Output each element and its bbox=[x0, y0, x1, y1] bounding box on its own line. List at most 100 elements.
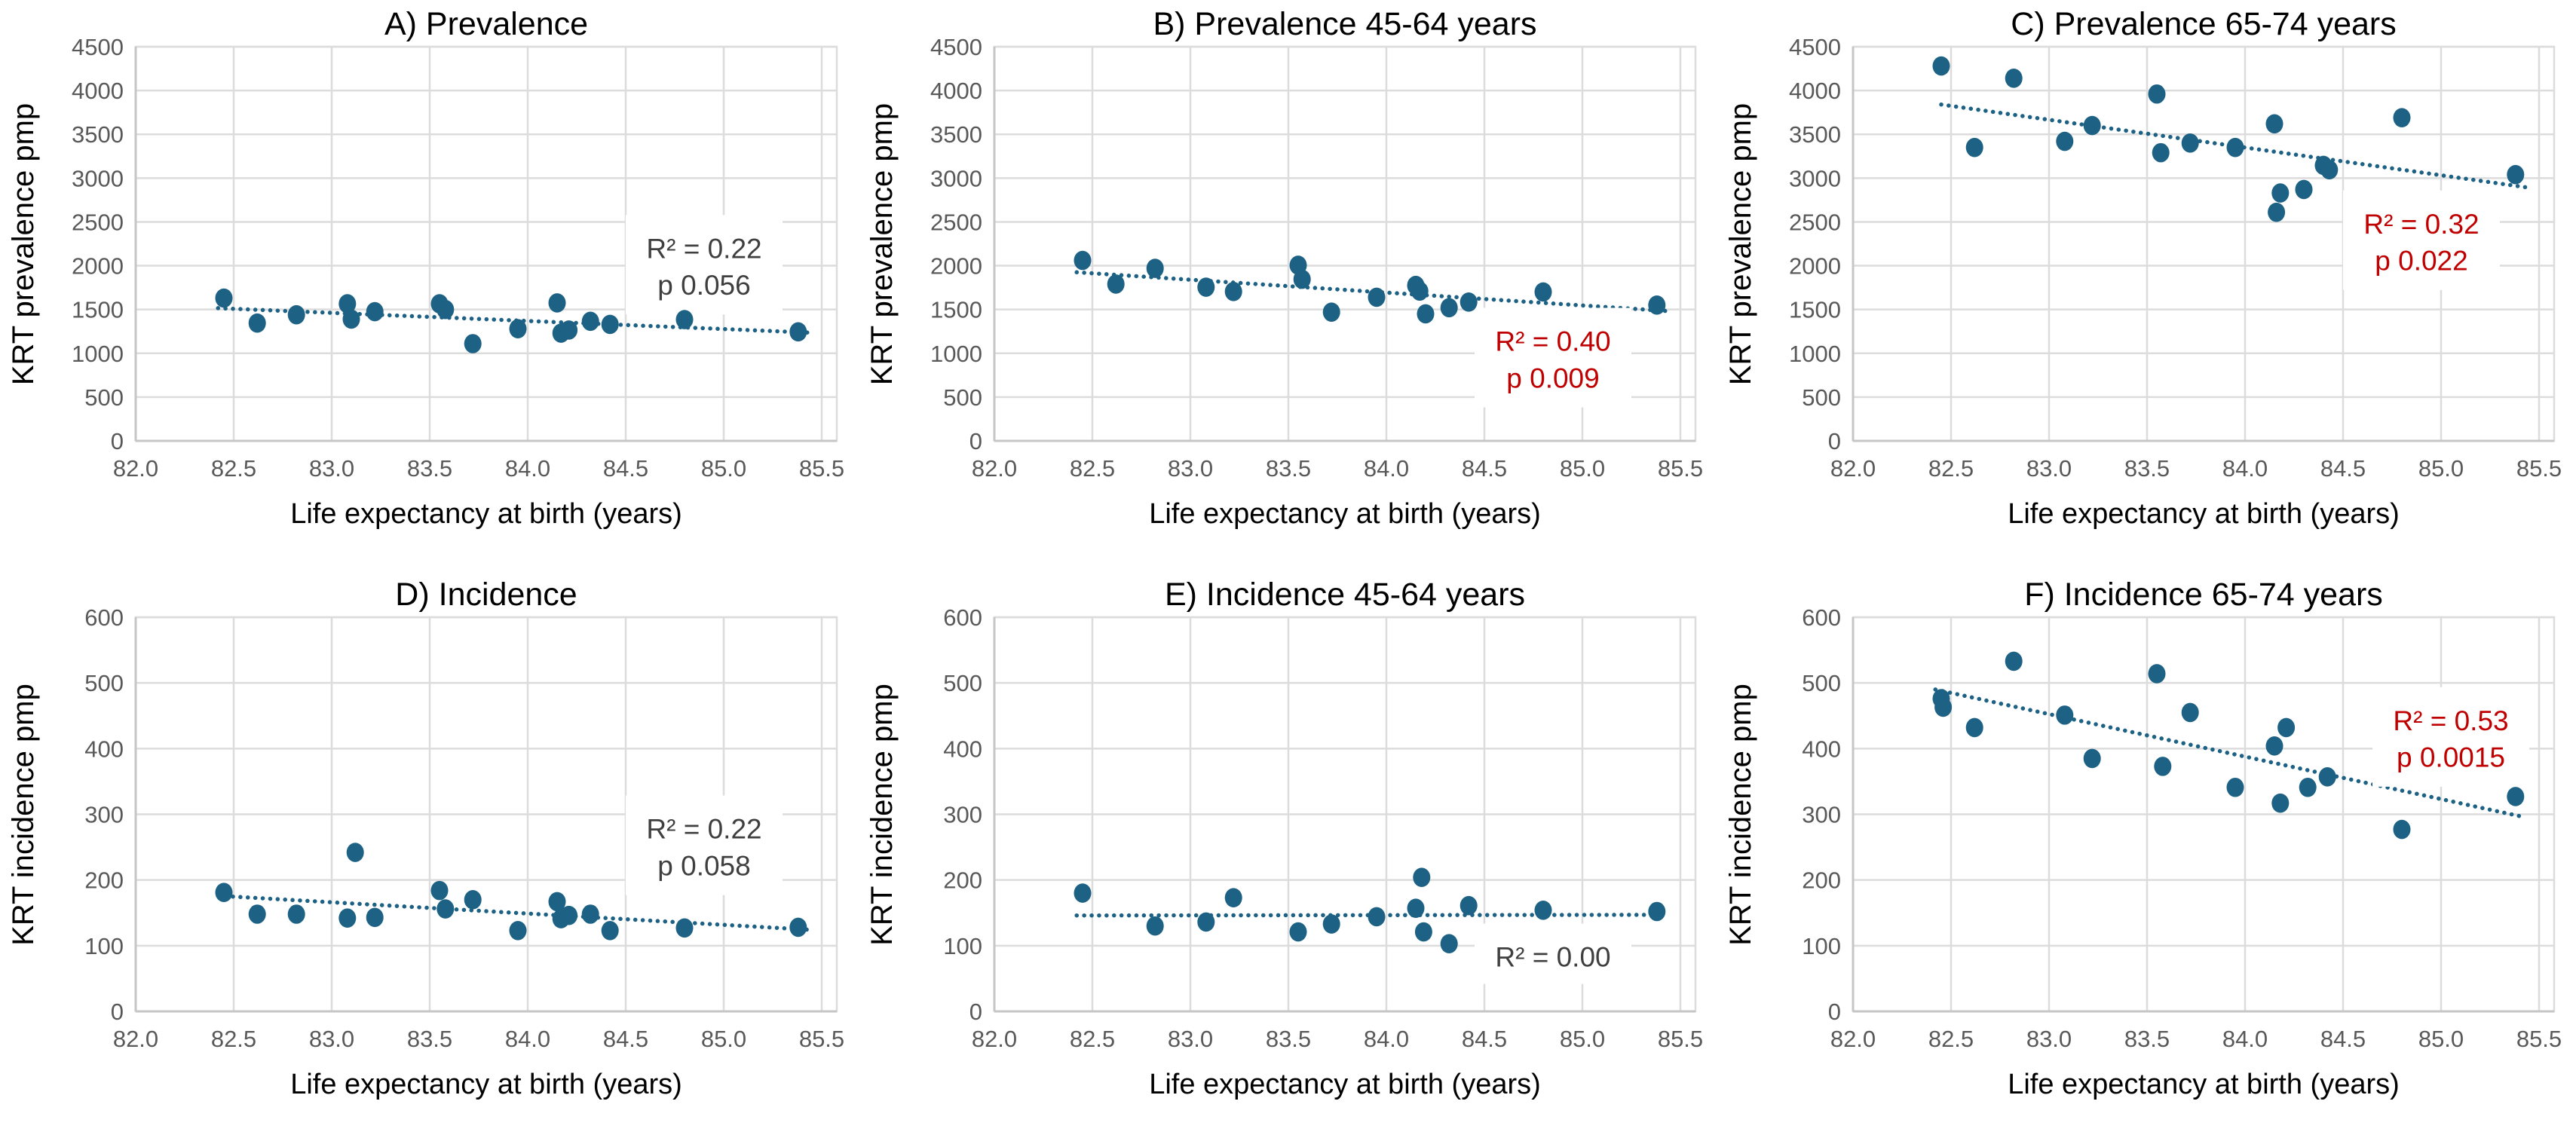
y-tick-label: 400 bbox=[84, 736, 124, 762]
x-tick-label: 84.0 bbox=[2222, 455, 2268, 482]
data-point bbox=[1322, 914, 1340, 934]
x-tick-label: 85.5 bbox=[2516, 455, 2562, 482]
annotation-line: p 0.058 bbox=[657, 850, 750, 881]
data-point bbox=[560, 905, 578, 925]
plot-layer-f: 82.0 82.5 83.0 83.5 84.0 84.5 85.0 85.5 0 100 200 3… bbox=[1802, 604, 2562, 1052]
chart-e-svg: 82.0 82.5 83.0 83.5 84.0 84.5 85.0 85.5 0 100 200 3… bbox=[865, 577, 1703, 1100]
y-tick-label: 0 bbox=[1828, 999, 1841, 1025]
data-point bbox=[2226, 777, 2244, 797]
data-point bbox=[2005, 651, 2023, 671]
data-point bbox=[2148, 84, 2166, 104]
x-tick-label: 84.0 bbox=[1364, 1026, 1409, 1052]
data-point bbox=[2318, 767, 2336, 787]
data-point bbox=[2295, 179, 2313, 200]
data-point bbox=[2005, 69, 2023, 88]
data-point bbox=[2507, 164, 2525, 185]
x-tick-label: 84.5 bbox=[603, 455, 648, 482]
chart-e-yaxis-title: KRT incidence pmp bbox=[865, 684, 899, 946]
data-point bbox=[436, 299, 455, 320]
annotation-line: R² = 0.22 bbox=[646, 233, 761, 264]
panel-c: 82.0 82.5 83.0 83.5 84.0 84.5 85.0 85.5 0 500 1000… bbox=[1717, 0, 2576, 570]
x-tick-label: 82.5 bbox=[211, 1026, 256, 1052]
data-point bbox=[1440, 298, 1458, 318]
chart-d-xaxis-title: Life expectancy at birth (years) bbox=[290, 1069, 682, 1100]
data-point bbox=[2507, 787, 2525, 806]
x-tick-label: 85.0 bbox=[2418, 1026, 2464, 1052]
data-point bbox=[1460, 895, 1478, 916]
y-tick-label: 500 bbox=[943, 384, 982, 411]
x-tick-label: 84.5 bbox=[1462, 1026, 1507, 1052]
y-tick-label: 4000 bbox=[72, 78, 124, 104]
x-tick-label: 82.5 bbox=[1070, 455, 1115, 482]
annotation-line: R² = 0.53 bbox=[2393, 705, 2508, 736]
data-point bbox=[2083, 115, 2101, 136]
data-point bbox=[789, 322, 807, 342]
data-point bbox=[2277, 717, 2296, 738]
data-point bbox=[2271, 183, 2290, 203]
x-tick-label: 82.0 bbox=[113, 455, 158, 482]
y-tick-label: 1500 bbox=[930, 297, 982, 323]
data-point bbox=[287, 904, 305, 924]
data-point bbox=[2226, 137, 2244, 158]
data-point bbox=[436, 899, 455, 919]
data-point bbox=[2393, 819, 2411, 840]
y-tick-label: 600 bbox=[84, 604, 124, 631]
data-point bbox=[1417, 304, 1435, 324]
y-tick-label: 4000 bbox=[930, 78, 982, 104]
annotation-line: R² = 0.40 bbox=[1495, 326, 1610, 357]
chart-b-title: B) Prevalence 45-64 years bbox=[1153, 6, 1536, 42]
x-tick-label: 83.5 bbox=[2124, 1026, 2170, 1052]
data-point bbox=[1224, 282, 1242, 301]
data-point bbox=[560, 320, 578, 340]
x-tick-label: 84.0 bbox=[1364, 455, 1409, 482]
chart-d-svg: 82.0 82.5 83.0 83.5 84.0 84.5 85.0 85.5 0 100 200 3… bbox=[7, 577, 844, 1100]
data-point bbox=[1368, 287, 1386, 307]
x-tick-label: 82.0 bbox=[1830, 455, 1876, 482]
y-tick-label: 500 bbox=[1802, 384, 1841, 411]
x-tick-label: 84.0 bbox=[2222, 1026, 2268, 1052]
y-tick-label: 0 bbox=[969, 999, 982, 1025]
y-tick-label: 100 bbox=[943, 933, 982, 959]
data-point bbox=[1074, 883, 1092, 903]
panel-d: 82.0 82.5 83.0 83.5 84.0 84.5 85.0 85.5 0 100 200 3… bbox=[0, 570, 859, 1141]
plot-layer-d: 82.0 82.5 83.0 83.5 84.0 84.5 85.0 85.5 0 100 200 3… bbox=[84, 604, 844, 1052]
data-point bbox=[2056, 131, 2074, 151]
data-point bbox=[1289, 922, 1307, 942]
data-point bbox=[1965, 717, 1983, 738]
y-tick-label: 600 bbox=[943, 604, 982, 631]
y-tick-label: 1500 bbox=[1789, 297, 1841, 323]
y-tick-label: 500 bbox=[1802, 670, 1841, 696]
x-tick-label: 83.0 bbox=[309, 455, 354, 482]
x-tick-label: 83.5 bbox=[1266, 1026, 1311, 1052]
data-point bbox=[1414, 922, 1432, 942]
annotation-line: p 0.0015 bbox=[2397, 742, 2505, 773]
data-point bbox=[1146, 916, 1164, 936]
data-point bbox=[1197, 277, 1215, 297]
data-point bbox=[1074, 250, 1092, 271]
data-point bbox=[464, 890, 482, 910]
data-point bbox=[2056, 705, 2074, 725]
x-tick-label: 85.5 bbox=[799, 455, 844, 482]
x-tick-label: 85.5 bbox=[1658, 1026, 1703, 1052]
y-tick-label: 4000 bbox=[1789, 78, 1841, 104]
annotation-box bbox=[626, 795, 783, 895]
chart-c-svg: 82.0 82.5 83.0 83.5 84.0 84.5 85.0 85.5 0 500 1000… bbox=[1724, 6, 2562, 530]
data-point bbox=[1965, 137, 1983, 158]
data-point bbox=[2148, 664, 2166, 684]
annotation-box bbox=[2343, 190, 2500, 290]
x-tick-label: 82.5 bbox=[1070, 1026, 1115, 1052]
y-tick-label: 4500 bbox=[72, 34, 124, 60]
data-point bbox=[1648, 901, 1666, 922]
chart-e-title: E) Incidence 45-64 years bbox=[1165, 577, 1525, 613]
y-tick-label: 3500 bbox=[1789, 121, 1841, 148]
data-point bbox=[2152, 142, 2170, 163]
data-point bbox=[509, 920, 527, 941]
data-point bbox=[464, 334, 482, 353]
x-tick-label: 83.5 bbox=[2124, 455, 2170, 482]
data-point bbox=[2083, 748, 2101, 769]
data-point bbox=[338, 294, 357, 314]
y-tick-label: 400 bbox=[1802, 736, 1841, 762]
data-point bbox=[1293, 269, 1311, 289]
data-point bbox=[1460, 292, 1478, 312]
y-tick-label: 2500 bbox=[930, 209, 982, 235]
